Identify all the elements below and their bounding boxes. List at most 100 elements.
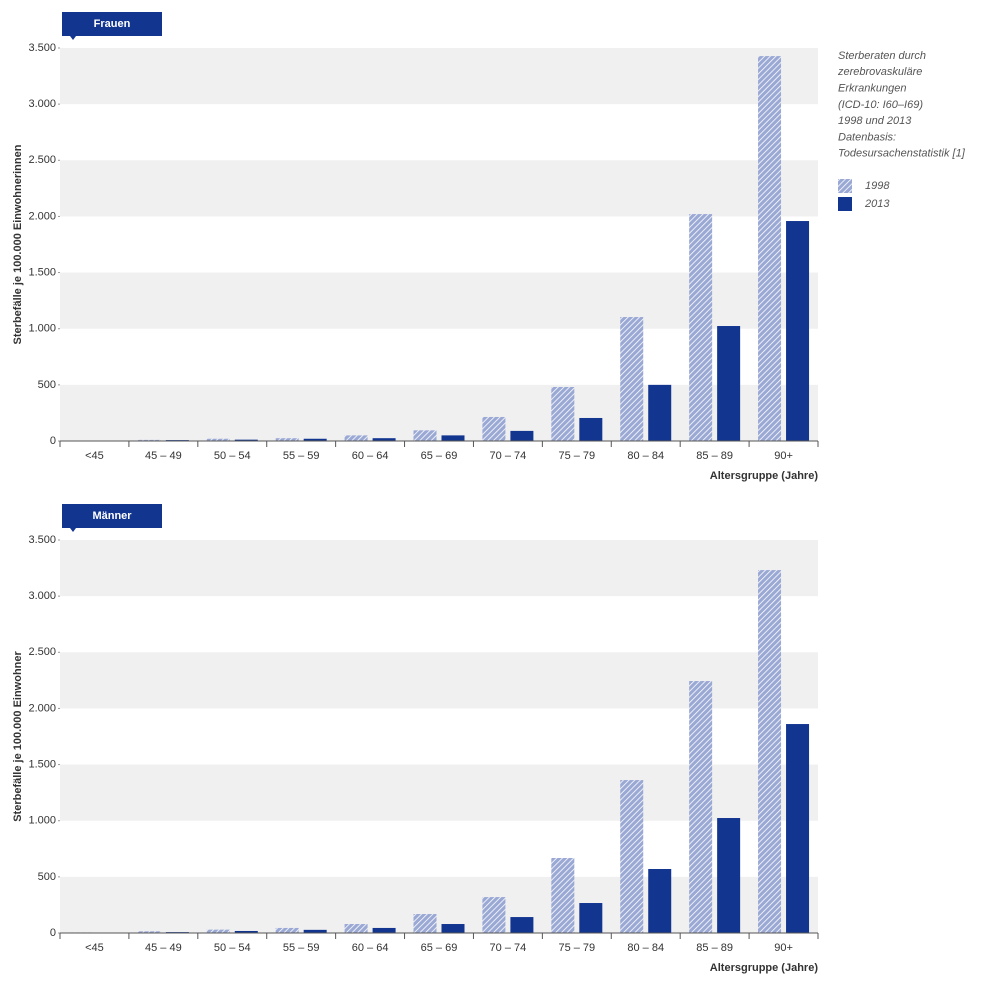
bar <box>786 221 810 441</box>
x-tick-label: 50 – 54 <box>214 450 251 462</box>
bar <box>482 416 506 441</box>
annotation: Sterberaten durch <box>838 50 926 62</box>
y-tick-label: 1.000 <box>28 323 56 335</box>
x-tick-label: 90+ <box>774 942 793 954</box>
x-tick-label: 75 – 79 <box>558 450 595 462</box>
chart-title: Frauen <box>94 18 131 30</box>
bar <box>620 780 644 933</box>
y-axis-label: Sterbefälle je 100.000 Einwohnerinnen <box>12 144 24 344</box>
bar <box>717 326 741 441</box>
bar <box>786 724 810 933</box>
x-tick-label: 50 – 54 <box>214 942 251 954</box>
y-tick-label: 1.000 <box>28 815 56 827</box>
bar <box>551 386 575 441</box>
y-tick-label: 3.000 <box>28 98 56 110</box>
annotation: (ICD-10: I60–I69) <box>838 99 923 111</box>
bar <box>579 417 603 441</box>
chart-title: Männer <box>92 510 132 522</box>
annotation: zerebrovaskuläre <box>837 66 922 78</box>
title-pointer <box>70 36 76 40</box>
x-tick-label: 45 – 49 <box>145 450 182 462</box>
bar <box>551 857 575 933</box>
annotation: 1998 und 2013 <box>838 115 912 127</box>
bar <box>758 570 782 933</box>
y-tick-label: 1.500 <box>28 266 56 278</box>
x-tick-label: 65 – 69 <box>421 450 458 462</box>
grid-band <box>60 160 818 217</box>
bar <box>303 929 327 933</box>
y-tick-label: 2.000 <box>28 210 56 222</box>
y-tick-label: 500 <box>38 379 56 391</box>
y-tick-label: 2.500 <box>28 154 56 166</box>
x-axis-label: Altersgruppe (Jahre) <box>710 962 819 974</box>
legend-swatch <box>838 179 852 193</box>
bar <box>441 924 465 933</box>
bar <box>413 430 437 441</box>
y-axis-label: Sterbefälle je 100.000 Einwohner <box>12 650 24 821</box>
bar <box>648 868 672 933</box>
bar <box>579 903 603 933</box>
x-tick-label: 80 – 84 <box>627 942 664 954</box>
bar <box>758 56 782 442</box>
bar <box>275 438 299 441</box>
annotation: Todesursachenstatistik [1] <box>838 148 966 160</box>
x-tick-label: 65 – 69 <box>421 942 458 954</box>
title-tab <box>62 12 162 36</box>
x-axis-label: Altersgruppe (Jahre) <box>710 470 819 482</box>
y-tick-label: 3.500 <box>28 42 56 54</box>
y-tick-label: 3.500 <box>28 534 56 546</box>
legend-label: 1998 <box>865 180 890 192</box>
bar <box>234 930 258 933</box>
x-tick-label: 85 – 89 <box>696 942 733 954</box>
x-tick-label: 55 – 59 <box>283 450 320 462</box>
y-tick-label: 0 <box>50 927 56 939</box>
x-tick-label: 70 – 74 <box>490 450 527 462</box>
bar <box>137 439 161 441</box>
x-tick-label: 60 – 64 <box>352 942 389 954</box>
bar <box>620 317 644 441</box>
grid-band <box>60 540 818 597</box>
bar <box>510 917 534 933</box>
x-tick-label: <45 <box>85 942 104 954</box>
bar <box>344 924 368 933</box>
bar <box>510 430 534 441</box>
bar <box>482 897 506 933</box>
title-pointer <box>70 528 76 532</box>
bar <box>234 439 258 441</box>
y-tick-label: 1.500 <box>28 758 56 770</box>
y-tick-label: 3.000 <box>28 590 56 602</box>
bar <box>303 438 327 441</box>
bar <box>689 214 713 441</box>
grid-band <box>60 48 818 105</box>
annotation: Erkrankungen <box>838 83 907 95</box>
x-tick-label: 75 – 79 <box>558 942 595 954</box>
x-tick-label: 85 – 89 <box>696 450 733 462</box>
bar <box>206 929 230 933</box>
bar <box>372 438 396 441</box>
y-tick-label: 2.000 <box>28 702 56 714</box>
bar <box>372 927 396 933</box>
x-tick-label: 80 – 84 <box>627 450 664 462</box>
y-tick-label: 0 <box>50 435 56 447</box>
x-tick-label: 70 – 74 <box>490 942 527 954</box>
x-tick-label: 60 – 64 <box>352 450 389 462</box>
bar <box>689 681 713 933</box>
bar <box>717 818 741 933</box>
bar <box>275 927 299 933</box>
legend-swatch <box>838 197 852 211</box>
x-tick-label: 45 – 49 <box>145 942 182 954</box>
y-tick-label: 2.500 <box>28 646 56 658</box>
legend-label: 2013 <box>864 198 890 210</box>
bar <box>344 435 368 441</box>
annotation: Datenbasis: <box>838 131 896 143</box>
bar <box>413 914 437 933</box>
bar <box>137 931 161 933</box>
bar <box>206 438 230 441</box>
title-tab <box>62 504 162 528</box>
x-tick-label: 90+ <box>774 450 793 462</box>
bar <box>441 435 465 441</box>
bar <box>648 384 672 441</box>
y-tick-label: 500 <box>38 871 56 883</box>
x-tick-label: <45 <box>85 450 104 462</box>
